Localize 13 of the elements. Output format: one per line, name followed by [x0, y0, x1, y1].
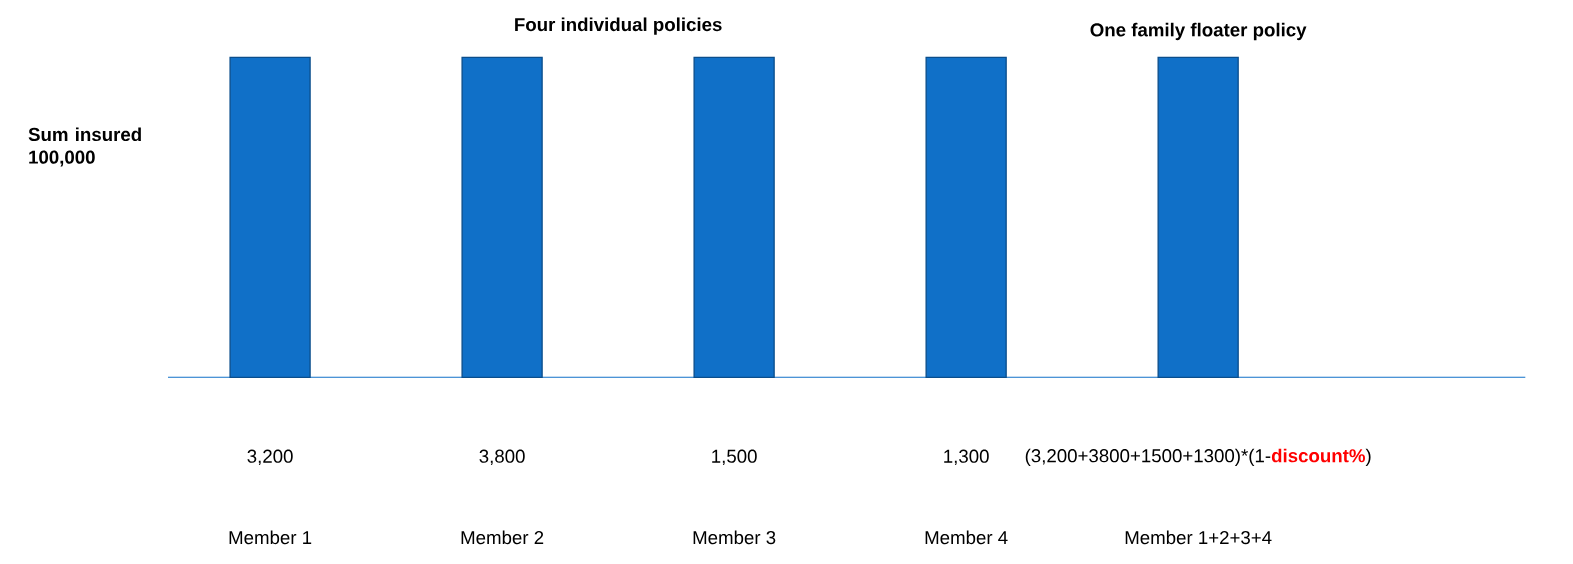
- text: (3,200+3800+1500+1300)*(1-discount%): [1025, 448, 1371, 467]
- x-tick-label: Member 2: [461, 530, 544, 545]
- x-tick-label: Member 3: [693, 530, 776, 545]
- x-tick-label: Member 1: [229, 530, 312, 545]
- x-tick-label: Member 1+2+3+4: [1125, 530, 1272, 545]
- text: 1,500: [712, 449, 757, 466]
- text: Four individual policies: [515, 17, 722, 35]
- text: 3,200: [247, 449, 293, 466]
- x-tick-label: Member 4: [925, 530, 1008, 545]
- text: 3,800: [479, 449, 525, 466]
- y-axis-title: Sum insured 100,000: [28, 127, 141, 167]
- text: 1,300: [944, 449, 989, 466]
- text: One family floater policy: [1090, 22, 1307, 41]
